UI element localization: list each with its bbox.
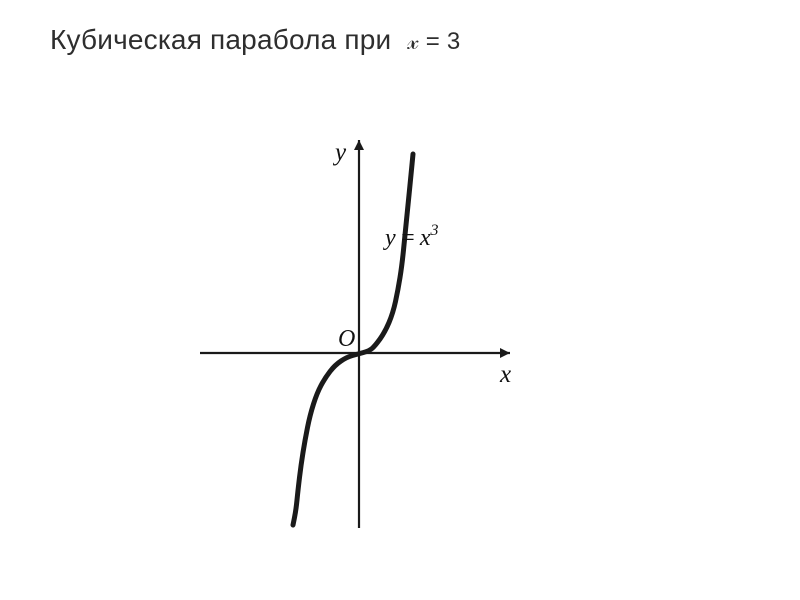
title-equation: 𝓍 = 3 (399, 28, 460, 55)
title-text: Кубическая парабола при (50, 24, 391, 55)
chart-svg: y x O y=x3 (170, 110, 530, 530)
cubic-chart: y x O y=x3 (170, 110, 530, 530)
x-axis-arrow-icon (500, 348, 510, 358)
y-axis-arrow-icon (354, 140, 364, 150)
page-title: Кубическая парабола при 𝓍 = 3 (50, 24, 460, 56)
y-axis-label: y (332, 139, 347, 166)
origin-label: O (338, 326, 355, 352)
curve-equation-label: y=x3 (383, 222, 439, 251)
x-axis-label: x (499, 361, 511, 388)
